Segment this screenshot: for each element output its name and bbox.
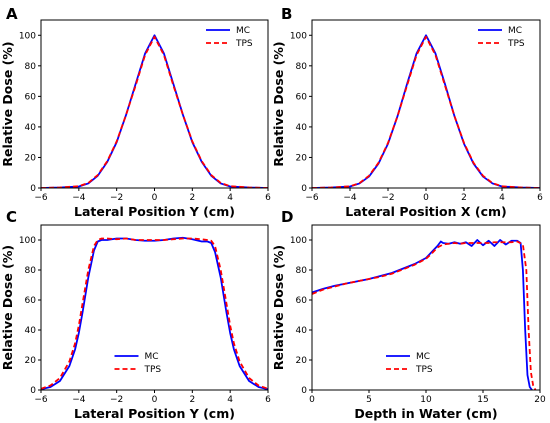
x-axis-label: Lateral Position Y (cm) [74, 204, 235, 219]
x-tick-label: −4 [72, 193, 86, 203]
legend: MC TPS [386, 352, 433, 375]
y-tick-label: 20 [296, 153, 308, 163]
y-tick-label: 80 [25, 62, 37, 72]
x-axis-label: Lateral Position Y (cm) [74, 406, 235, 421]
panel-letter: A [6, 5, 18, 23]
x-tick-label: −4 [343, 193, 357, 203]
y-tick-label: 40 [296, 123, 308, 133]
y-tick-label: 20 [25, 153, 37, 163]
series-tps-line [312, 35, 540, 188]
y-axis-label: Relative Dose (%) [0, 245, 15, 370]
x-axis-label: Depth in Water (cm) [354, 406, 497, 421]
legend-label-mc: MC [236, 26, 250, 36]
x-tick-label: 0 [423, 193, 429, 203]
x-tick-label: 5 [366, 395, 372, 405]
y-tick-label: 40 [25, 326, 37, 336]
x-tick-label: −2 [110, 395, 123, 405]
series-tps-line [41, 35, 268, 188]
legend: MC TPS [114, 352, 162, 375]
x-tick-label: 6 [265, 193, 271, 203]
x-axis-label: Lateral Position X (cm) [345, 204, 507, 219]
legend: MC TPS [478, 26, 525, 49]
y-tick-label: 0 [301, 184, 307, 194]
plot-frame [311, 19, 541, 189]
y-tick-label: 20 [25, 356, 37, 366]
y-tick-label: 100 [290, 31, 307, 41]
legend: MC TPS [206, 26, 253, 49]
y-tick-label: 0 [30, 386, 36, 396]
y-tick-label: 0 [301, 386, 307, 396]
y-tick-label: 60 [296, 296, 308, 306]
legend-label-mc: MC [145, 352, 159, 362]
panel-letter: B [281, 5, 292, 23]
x-tick-label: 0 [309, 395, 315, 405]
legend-label-tps: TPS [144, 365, 162, 375]
y-tick-label: 100 [19, 236, 36, 246]
y-tick-label: 80 [296, 266, 308, 276]
x-tick-label: 4 [227, 395, 233, 405]
x-tick-label: 10 [420, 395, 432, 405]
legend-label-tps: TPS [507, 39, 525, 49]
y-axis-label: Relative Dose (%) [271, 41, 286, 166]
x-tick-label: 4 [227, 193, 233, 203]
y-tick-label: 40 [296, 326, 308, 336]
legend-label-tps: TPS [415, 365, 433, 375]
panel-letter: C [6, 208, 17, 226]
x-tick-label: 4 [499, 193, 505, 203]
legend-label-mc: MC [416, 352, 430, 362]
x-tick-label: 6 [537, 193, 543, 203]
y-tick-label: 40 [25, 123, 37, 133]
y-tick-label: 60 [296, 92, 308, 102]
x-tick-label: 20 [534, 395, 546, 405]
y-tick-label: 100 [19, 31, 36, 41]
x-tick-label: −2 [381, 193, 394, 203]
x-tick-label: 0 [152, 395, 158, 405]
y-tick-label: 100 [290, 236, 307, 246]
legend-label-mc: MC [508, 26, 522, 36]
x-tick-label: 2 [189, 193, 195, 203]
x-tick-label: −6 [34, 395, 48, 405]
plot-frame [40, 19, 269, 189]
x-tick-label: 2 [461, 193, 467, 203]
y-tick-label: 60 [25, 296, 37, 306]
series-mc-line [41, 236, 268, 390]
panel-d: 0 5 10 15 20 0 20 40 60 80 100 Depth in Water (cm) R… [271, 208, 546, 421]
x-tick-label: 0 [152, 193, 158, 203]
series-tps-line [41, 237, 268, 390]
x-tick-label: −6 [305, 193, 319, 203]
y-tick-label: 80 [25, 266, 37, 276]
x-tick-label: −4 [72, 395, 86, 405]
legend-label-tps: TPS [235, 39, 253, 49]
y-axis-label: Relative Dose (%) [271, 245, 286, 370]
y-tick-label: 20 [296, 356, 308, 366]
x-tick-label: 15 [477, 395, 488, 405]
x-tick-label: 2 [189, 395, 195, 405]
panel-letter: D [281, 208, 293, 226]
y-tick-label: 60 [25, 92, 37, 102]
y-axis-label: Relative Dose (%) [0, 41, 15, 166]
x-tick-label: 6 [265, 395, 271, 405]
x-tick-label: −2 [110, 193, 123, 203]
series-mc-line [41, 34, 268, 188]
y-tick-label: 0 [30, 184, 36, 194]
series-mc-line [312, 34, 540, 188]
x-tick-label: −6 [34, 193, 48, 203]
y-tick-label: 80 [296, 62, 308, 72]
